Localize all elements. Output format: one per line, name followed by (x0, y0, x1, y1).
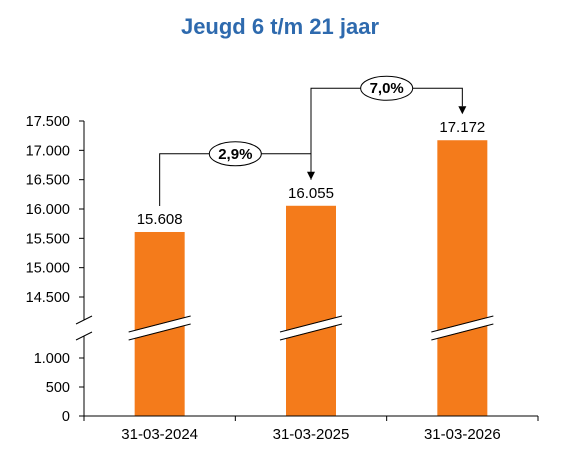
y-axis-break-upper (75, 315, 93, 325)
growth-badge-0 (208, 141, 262, 167)
growth-arrowhead-1 (458, 106, 467, 115)
bar-break-line-lower-0 (128, 323, 191, 341)
bar-break-line-lower-1 (279, 323, 343, 341)
data-label-0: 15.608 (137, 211, 183, 228)
x-tick-label-1: 31-03-2025 (273, 426, 350, 443)
y-tick-label-2: 1.000 (34, 351, 70, 367)
x-tick-label-2: 31-03-2026 (424, 426, 501, 443)
bar-2 (437, 140, 488, 416)
bar-break-line-upper-2 (431, 315, 494, 333)
growth-badge-1 (360, 75, 414, 101)
y-tick-label-7: 16.500 (26, 173, 70, 189)
y-tick-label-1: 500 (46, 380, 70, 396)
bar-break-gap-2 (430, 316, 495, 340)
bar-break-line-lower-2 (431, 323, 494, 341)
bar-break-gap-1 (279, 316, 343, 340)
x-tick-label-0: 31-03-2024 (121, 426, 198, 443)
data-label-1: 16.055 (288, 185, 334, 202)
y-tick-label-4: 15.000 (26, 261, 70, 277)
y-tick-label-0: 0 (62, 409, 70, 425)
y-axis-break-lower (75, 331, 93, 341)
y-tick-label-5: 15.500 (26, 231, 70, 247)
growth-label-0: 2,9% (218, 146, 252, 163)
data-label-2: 17.172 (439, 119, 485, 136)
y-tick-label-6: 16.000 (26, 202, 70, 218)
bar-break-gap-0 (127, 316, 192, 340)
bar-break-line-upper-1 (279, 315, 343, 333)
y-tick-label-9: 17.500 (26, 114, 70, 130)
y-tick-label-8: 17.000 (26, 143, 70, 159)
bar-break-line-upper-0 (128, 315, 191, 333)
y-tick-label-3: 14.500 (26, 290, 70, 306)
growth-label-1: 7,0% (370, 80, 404, 97)
chart-title: Jeugd 6 t/m 21 jaar (180, 14, 380, 39)
bar-1 (286, 205, 336, 416)
